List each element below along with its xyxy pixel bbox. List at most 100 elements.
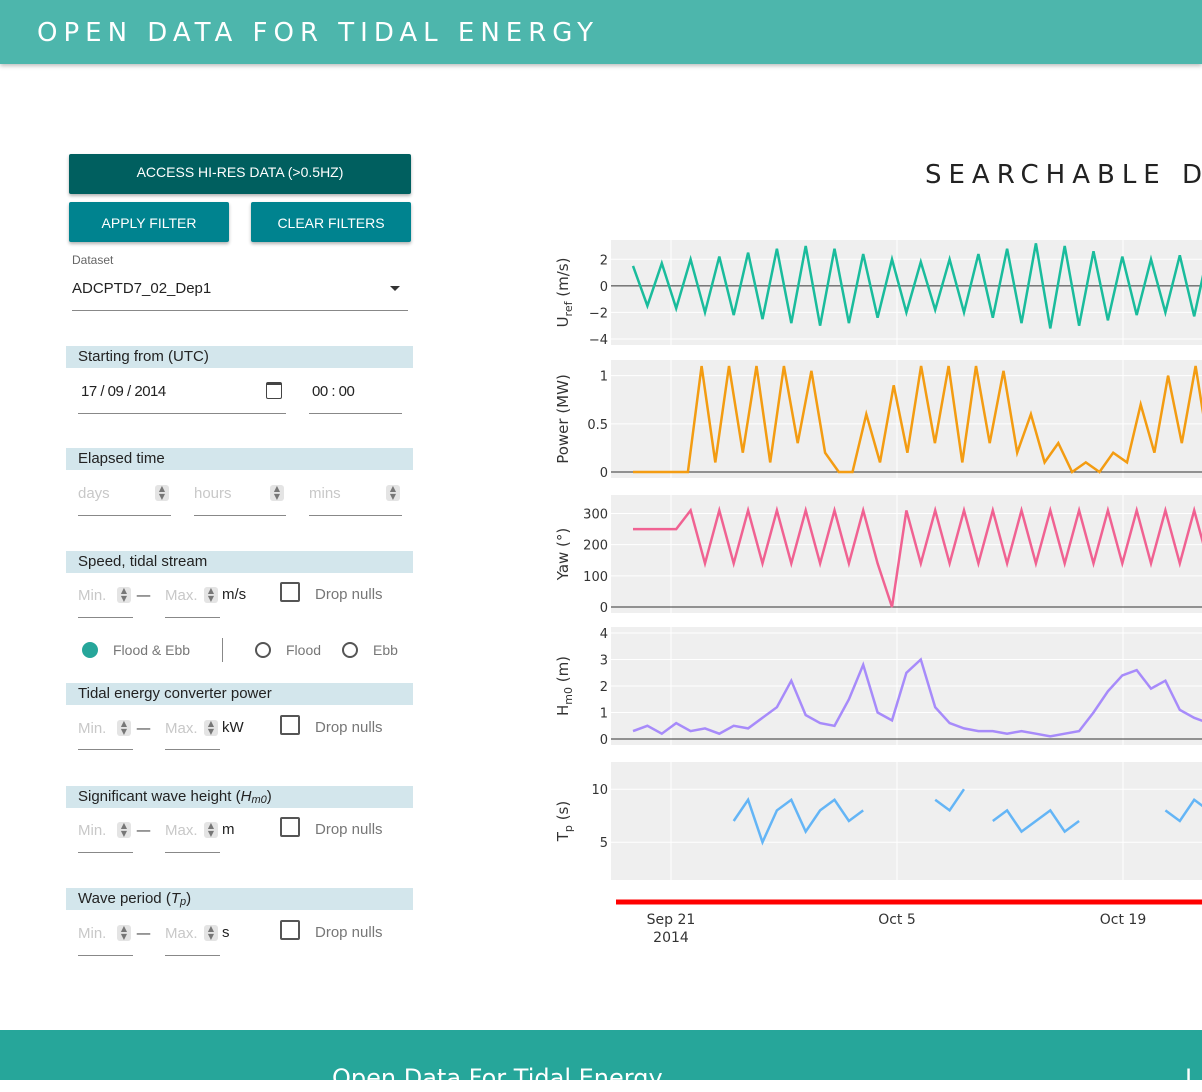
wave-height-min-underline (78, 852, 133, 853)
wave-height-max-input[interactable]: Max. (165, 822, 198, 839)
speed-max-input[interactable]: Max. (165, 587, 198, 604)
y-tick-label: −2 (589, 306, 608, 321)
y-tick-label: 100 (583, 570, 608, 585)
y-tick-label: 4 (600, 627, 608, 642)
section-label: Wave period (Tp) (78, 890, 192, 908)
speed-unit: m/s (222, 586, 247, 603)
footer-title: Open Data For Tidal Energy (332, 1064, 663, 1092)
ebb-radio[interactable] (342, 642, 358, 658)
caret-down-icon[interactable] (390, 286, 400, 291)
x-tick-label: Sep 21 (647, 912, 696, 928)
section-label: Elapsed time (78, 450, 165, 467)
y-tick-label: 0.5 (587, 418, 608, 433)
flood-label: Flood (286, 642, 322, 658)
wave-period-max-underline (165, 955, 220, 956)
power-min-spinner[interactable]: ▲ ▼ (117, 720, 131, 736)
wave-period-drop-nulls-label: Drop nulls (315, 924, 383, 941)
start-date-input[interactable]: 17 / 09 / 2014 (81, 383, 166, 400)
clear-filters-button[interactable]: CLEAR FILTERS (251, 202, 411, 242)
range-dash: — (136, 719, 151, 737)
wave-height-min-spinner[interactable]: ▲ ▼ (117, 822, 131, 838)
section-label: Tidal energy converter power (78, 685, 272, 702)
footer: Open Data For Tidal Energy L (0, 1030, 1202, 1092)
hours-spinner[interactable]: ▲ ▼ (270, 485, 284, 501)
days-underline (78, 515, 171, 516)
power-min-underline (78, 749, 133, 750)
y-tick-label: 0 (600, 466, 608, 481)
range-dash: — (136, 821, 151, 839)
y-tick-label: −4 (589, 333, 608, 348)
wave-height-drop-nulls-label: Drop nulls (315, 821, 383, 838)
power-drop-nulls-checkbox[interactable] (280, 715, 300, 735)
series-line (632, 657, 1202, 738)
y-axis-label: Yaw (°) (554, 528, 572, 582)
wave-height-drop-nulls-checkbox[interactable] (280, 817, 300, 837)
section-starting-from: Starting from (UTC) (66, 346, 413, 368)
y-tick-label: 10 (591, 783, 608, 798)
y-tick-label: 1 (600, 707, 608, 722)
y-axis-label: Tp (s) (554, 801, 575, 842)
date-underline (78, 413, 286, 414)
dataset-label: Dataset (72, 253, 114, 267)
wave-period-max-input[interactable]: Max. (165, 925, 198, 942)
power-unit: kW (222, 719, 244, 736)
calendar-icon[interactable] (266, 382, 282, 399)
power-max-input[interactable]: Max. (165, 720, 198, 737)
flood-radio[interactable] (255, 642, 271, 658)
mins-spinner[interactable]: ▲ ▼ (386, 485, 400, 501)
y-tick-label: 5 (600, 836, 608, 851)
power-max-spinner[interactable]: ▲ ▼ (204, 720, 218, 736)
apply-filter-button[interactable]: APPLY FILTER (69, 202, 229, 242)
x-tick-label: Oct 19 (1100, 912, 1146, 928)
radio-divider (222, 638, 223, 662)
y-tick-label: 300 (583, 507, 608, 522)
wave-period-min-input[interactable]: Min. (78, 925, 107, 942)
wave-period-drop-nulls-checkbox[interactable] (280, 920, 300, 940)
y-tick-label: 200 (583, 539, 608, 554)
start-time-input[interactable]: 00 : 00 (312, 383, 355, 400)
speed-min-spinner[interactable]: ▲ ▼ (117, 587, 131, 603)
y-axis-label: Hm0 (m) (554, 656, 575, 716)
ebb-label: Ebb (373, 642, 398, 658)
mins-underline (309, 515, 402, 516)
dataset-select[interactable]: ADCPTD7_02_Dep1 (72, 280, 212, 297)
speed-min-input[interactable]: Min. (78, 587, 107, 604)
speed-drop-nulls-checkbox[interactable] (280, 582, 300, 602)
app-title: OPEN DATA FOR TIDAL ENERGY (37, 18, 600, 48)
x-tick-label: Oct 5 (878, 912, 916, 928)
wave-height-max-spinner[interactable]: ▲ ▼ (204, 822, 218, 838)
speed-max-spinner[interactable]: ▲ ▼ (204, 587, 218, 603)
wave-period-max-spinner[interactable]: ▲ ▼ (204, 925, 218, 941)
hours-underline (194, 515, 286, 516)
section-wave-height: Significant wave height (Hm0) (66, 786, 413, 808)
power-drop-nulls-label: Drop nulls (315, 719, 383, 736)
series-line (732, 788, 1202, 846)
wave-period-min-spinner[interactable]: ▲ ▼ (117, 925, 131, 941)
section-label: Starting from (UTC) (78, 348, 209, 365)
flood-ebb-radio[interactable] (82, 642, 98, 658)
footer-right: L (1185, 1064, 1199, 1092)
speed-drop-nulls-label: Drop nulls (315, 586, 383, 603)
power-max-underline (165, 749, 220, 750)
top-bar: OPEN DATA FOR TIDAL ENERGY (0, 0, 1202, 64)
y-tick-label: 0 (600, 280, 608, 295)
flood-ebb-label: Flood & Ebb (113, 642, 191, 658)
y-tick-label: 3 (600, 654, 608, 669)
main-title: SEARCHABLE D (925, 160, 1202, 190)
section-label: Speed, tidal stream (78, 553, 208, 570)
hours-input[interactable]: hours (194, 485, 232, 502)
hires-data-button[interactable]: ACCESS HI-RES DATA (>0.5HZ) (69, 154, 411, 194)
days-input[interactable]: days (78, 485, 110, 502)
power-min-input[interactable]: Min. (78, 720, 107, 737)
mins-input[interactable]: mins (309, 485, 341, 502)
wave-height-unit: m (222, 821, 235, 838)
speed-max-underline (165, 617, 220, 618)
range-dash: — (136, 924, 151, 942)
dataset-underline (72, 310, 408, 311)
y-tick-label: 1 (600, 370, 608, 385)
days-spinner[interactable]: ▲ ▼ (155, 485, 169, 501)
series-line (633, 365, 1202, 474)
wave-height-max-underline (165, 852, 220, 853)
wave-height-min-input[interactable]: Min. (78, 822, 107, 839)
